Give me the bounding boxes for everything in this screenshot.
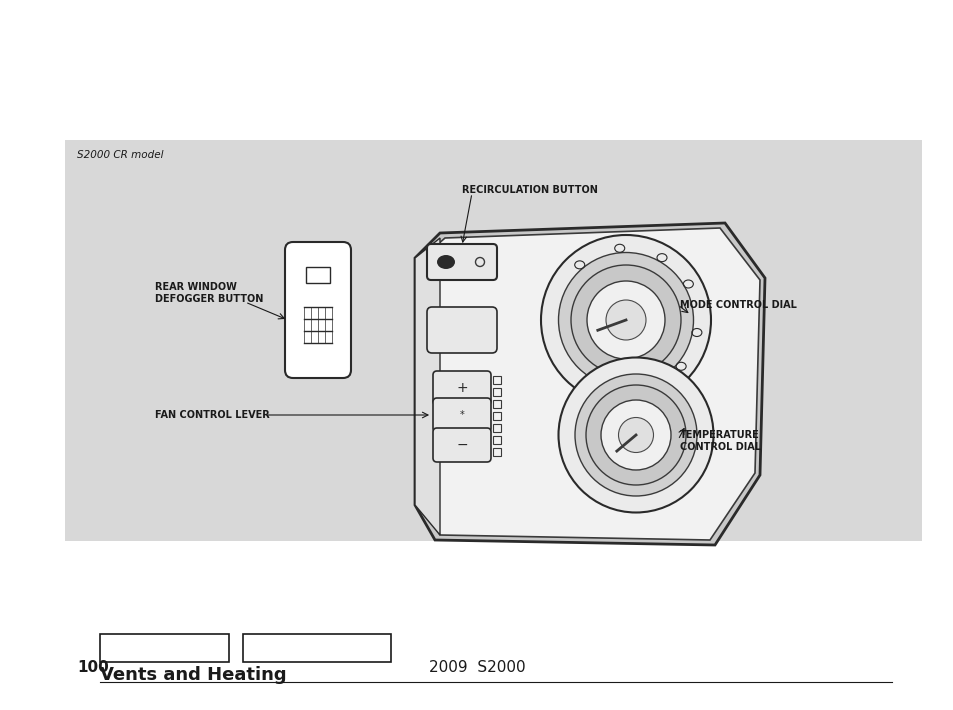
FancyBboxPatch shape: [433, 428, 491, 462]
Ellipse shape: [558, 358, 713, 513]
Text: Vents and Heating: Vents and Heating: [100, 667, 287, 684]
Bar: [493, 436, 500, 444]
Text: +: +: [456, 381, 467, 395]
Ellipse shape: [600, 400, 670, 470]
Bar: [306, 267, 330, 283]
Bar: [243, 634, 391, 662]
Text: S2000 CR model: S2000 CR model: [77, 150, 163, 160]
Text: FAN CONTROL LEVER: FAN CONTROL LEVER: [154, 410, 270, 420]
Ellipse shape: [586, 281, 664, 359]
Bar: [100, 634, 229, 662]
Ellipse shape: [618, 417, 653, 452]
Text: MODE CONTROL DIAL: MODE CONTROL DIAL: [679, 300, 796, 310]
Polygon shape: [415, 238, 439, 535]
Text: 2009  S2000: 2009 S2000: [428, 660, 525, 675]
FancyBboxPatch shape: [433, 371, 491, 405]
Ellipse shape: [575, 374, 697, 496]
Ellipse shape: [571, 265, 680, 375]
Text: 100: 100: [77, 660, 109, 675]
FancyBboxPatch shape: [427, 307, 497, 353]
Text: RECIRCULATION BUTTON: RECIRCULATION BUTTON: [461, 185, 598, 195]
Bar: [65, 140, 921, 541]
FancyBboxPatch shape: [285, 242, 351, 378]
Bar: [493, 424, 500, 432]
Ellipse shape: [605, 300, 645, 340]
Bar: [493, 400, 500, 408]
Ellipse shape: [558, 253, 693, 388]
Ellipse shape: [540, 235, 710, 405]
Bar: [493, 376, 500, 384]
Polygon shape: [415, 223, 764, 545]
Bar: [493, 388, 500, 396]
Ellipse shape: [436, 255, 455, 269]
Text: *: *: [459, 410, 464, 420]
Bar: [493, 412, 500, 420]
Text: −: −: [456, 438, 467, 452]
FancyBboxPatch shape: [427, 244, 497, 280]
Bar: [493, 448, 500, 456]
Text: REAR WINDOW
DEFOGGER BUTTON: REAR WINDOW DEFOGGER BUTTON: [154, 282, 263, 304]
Ellipse shape: [585, 385, 685, 485]
Polygon shape: [419, 228, 760, 540]
Text: TEMPERATURE
CONTROL DIAL: TEMPERATURE CONTROL DIAL: [679, 430, 760, 452]
FancyBboxPatch shape: [433, 398, 491, 432]
